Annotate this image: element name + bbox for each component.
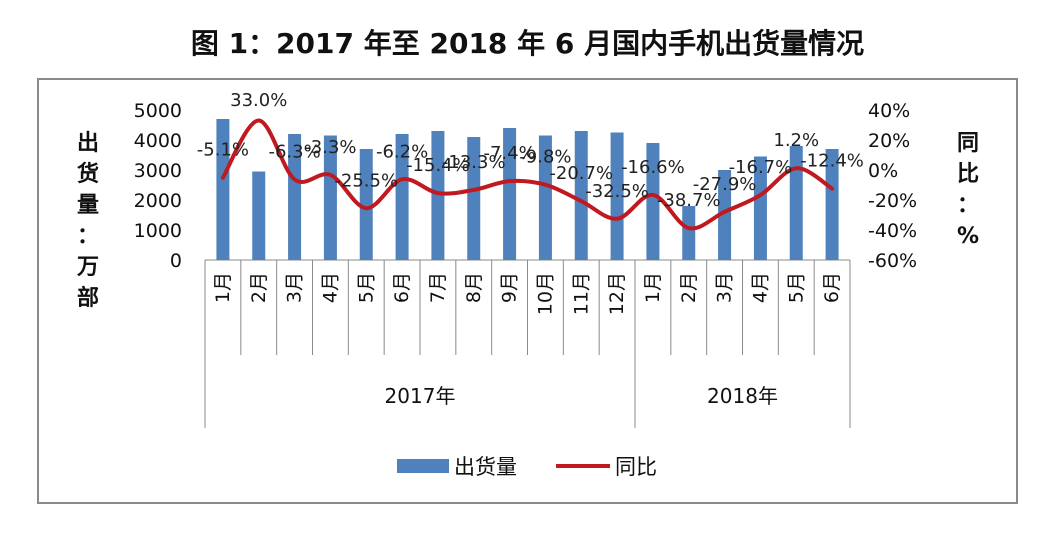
category-label: 4月	[319, 272, 341, 303]
category-label: 9月	[499, 272, 521, 303]
category-label: 2月	[678, 272, 700, 303]
bar	[718, 170, 732, 260]
y-tick-label: 2000	[134, 190, 182, 212]
category-label: 5月	[355, 272, 377, 303]
page-title: 图 1：2017 年至 2018 年 6 月国内手机出货量情况	[190, 27, 865, 60]
data-label: -9.8%	[519, 147, 571, 168]
axis-title-char: 同	[957, 131, 979, 156]
data-label: -38.7%	[657, 190, 721, 211]
bar	[252, 171, 266, 260]
bar-series	[216, 119, 839, 260]
axis-title-char: ：	[77, 224, 99, 249]
data-label: -6.3%	[268, 141, 320, 162]
axis-title-char: %	[957, 224, 979, 249]
category-label: 8月	[463, 272, 485, 303]
y-tick-label: 3000	[134, 160, 182, 182]
data-label: -16.7%	[729, 157, 793, 178]
data-label: -6.2%	[376, 141, 428, 162]
data-label: -15.4%	[406, 155, 470, 176]
bar	[610, 132, 624, 260]
yoy-line	[220, 118, 835, 231]
category-label: 2月	[248, 272, 270, 303]
data-label: -27.9%	[693, 174, 757, 195]
bar	[646, 143, 660, 260]
axis-title-char: 出	[77, 131, 99, 156]
category-label: 6月	[821, 272, 843, 303]
axis-title-char: 部	[77, 285, 99, 311]
year-group-label: 2017年	[385, 384, 456, 408]
y-axis-title: 出货量 ： 万部	[76, 131, 99, 311]
chart-frame	[37, 78, 1018, 504]
bar	[682, 206, 696, 260]
data-label: -13.3%	[442, 152, 506, 173]
bar	[467, 137, 481, 260]
category-label: 1月	[642, 272, 664, 303]
axis-title-char: 比	[957, 162, 979, 187]
data-label: -7.4%	[483, 143, 535, 164]
y2-tick-label: 20%	[868, 130, 910, 152]
y2-tick-label: 40%	[868, 100, 910, 122]
axes: 0 1000 2000 3000 4000 5000 -60% -40% -20% 0% 20% 40…	[76, 100, 979, 428]
data-label: -25.5%	[334, 170, 398, 191]
category-label: 1月	[212, 272, 234, 303]
bar	[359, 149, 373, 260]
data-label: -16.6%	[621, 157, 685, 178]
y2-axis-title: 同比 ：%	[957, 131, 979, 249]
legend-swatch-bar	[397, 459, 449, 473]
bar	[503, 128, 517, 260]
category-label: 11月	[570, 272, 592, 315]
axis-title-char: ：	[957, 193, 979, 218]
bar	[789, 146, 803, 260]
year-group-label: 2018年	[707, 384, 778, 408]
category-label: 3月	[714, 272, 736, 303]
category-label: 4月	[749, 272, 771, 303]
bar	[574, 131, 588, 260]
data-label: -3.3%	[304, 137, 356, 158]
y-tick-label: 1000	[134, 220, 182, 242]
bar	[753, 156, 767, 260]
axis-title-char: 货	[77, 161, 99, 187]
category-label: 10月	[534, 272, 556, 315]
category-label: 7月	[427, 272, 449, 303]
line-series	[220, 118, 835, 231]
y2-tick-label: 0%	[868, 160, 898, 182]
y2-tick-label: -40%	[868, 220, 917, 242]
bar	[395, 134, 409, 260]
legend-label-bar: 出货量	[454, 455, 517, 479]
bar	[825, 149, 839, 260]
category-label: 3月	[284, 272, 306, 303]
bar	[323, 135, 337, 260]
y-tick-label: 0	[170, 250, 182, 272]
data-label: 1.2%	[773, 130, 819, 151]
bar	[216, 119, 230, 260]
bar	[538, 135, 552, 260]
category-label: 5月	[785, 272, 807, 303]
bar	[431, 131, 445, 260]
y2-tick-label: -20%	[868, 190, 917, 212]
data-labels: -5.1% 33.0% -6.3%-3.3% -25.5% -6.2%-15.4%-13…	[197, 90, 864, 211]
category-label: 12月	[606, 272, 628, 315]
data-label: 33.0%	[230, 90, 287, 111]
data-label: -12.4%	[800, 151, 864, 172]
legend: 出货量 同比	[397, 455, 657, 479]
y-tick-label: 4000	[134, 130, 182, 152]
bar	[288, 134, 302, 260]
data-label: -5.1%	[197, 140, 249, 161]
legend-label-line: 同比	[615, 455, 657, 479]
data-label: -32.5%	[585, 181, 649, 202]
data-label: -20.7%	[549, 163, 613, 184]
y-tick-label: 5000	[134, 100, 182, 122]
category-label: 6月	[391, 272, 413, 303]
axis-title-char: 万	[76, 255, 99, 280]
axis-title-char: 量	[77, 193, 99, 218]
y2-tick-label: -60%	[868, 250, 917, 272]
